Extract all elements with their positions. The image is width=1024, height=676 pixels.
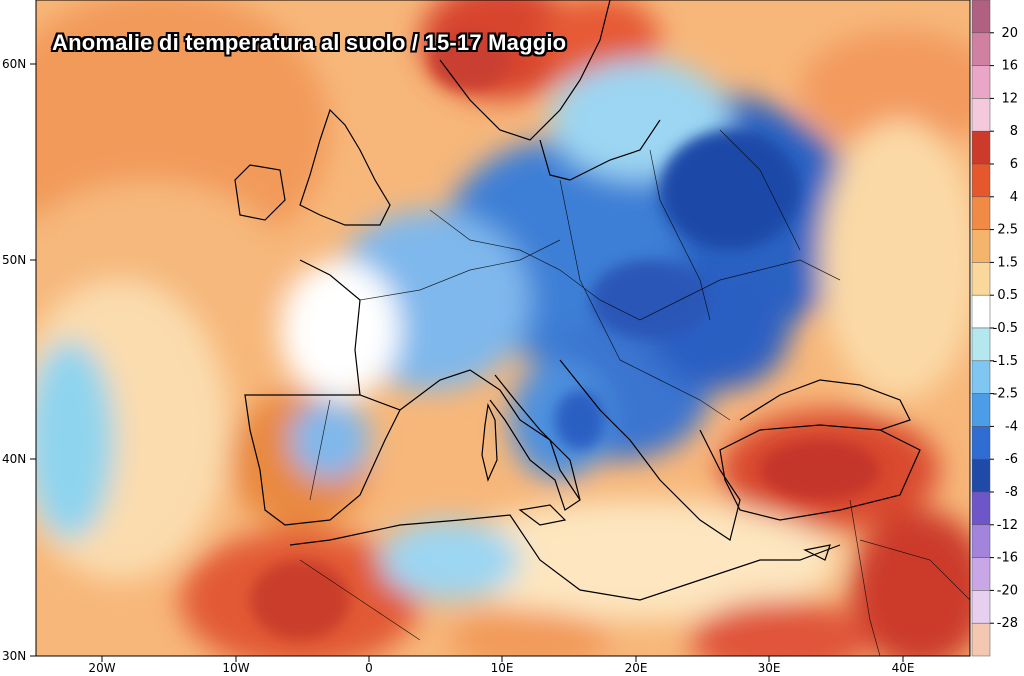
lon-label-0: 0 bbox=[365, 661, 373, 675]
colorbar-label: 20 bbox=[1001, 26, 1018, 41]
colorbar-swatch bbox=[971, 65, 991, 99]
colorbar-label: 6 bbox=[1010, 157, 1018, 172]
colorbar-swatch bbox=[971, 393, 991, 427]
colorbar-swatch bbox=[971, 590, 991, 624]
lon-label-10e: 10E bbox=[490, 661, 514, 675]
colorbar-swatch bbox=[971, 294, 991, 329]
lon-label-20e: 20E bbox=[624, 661, 648, 675]
colorbar-swatch bbox=[971, 557, 991, 591]
colorbar-label: -2.5 bbox=[993, 387, 1018, 402]
colorbar-label: -20 bbox=[997, 583, 1018, 598]
lon-label-40e: 40E bbox=[891, 661, 915, 675]
lon-label-30e: 30E bbox=[757, 661, 781, 675]
colorbar-swatch bbox=[971, 229, 991, 263]
lon-label-20w: 20W bbox=[88, 661, 116, 675]
axis-ticks bbox=[30, 63, 904, 662]
colorbar-swatch bbox=[971, 327, 991, 362]
colorbar-label: 8 bbox=[1010, 124, 1018, 139]
colorbar-label: -8 bbox=[1005, 485, 1018, 500]
lat-label-40n: 40N bbox=[2, 452, 27, 466]
lat-label-60n: 60N bbox=[2, 57, 27, 71]
colorbar-swatch bbox=[971, 0, 991, 34]
colorbar: 20 16 12 8 6 4 2.5 1.5 0.5 -0.5 -1.5 -2.5 -4 -6 -8 -12 -… bbox=[971, 0, 1018, 657]
colorbar-swatch bbox=[971, 491, 991, 526]
colorbar-label: -4 bbox=[1005, 419, 1018, 434]
country-borders bbox=[299, 129, 970, 656]
colorbar-swatch bbox=[971, 360, 991, 394]
colorbar-swatch bbox=[971, 426, 991, 460]
colorbar-swatch bbox=[971, 196, 991, 230]
colorbar-swatch bbox=[971, 458, 991, 493]
map-frame bbox=[35, 0, 971, 657]
colorbar-label: 0.5 bbox=[997, 288, 1018, 303]
colorbar-label: -0.5 bbox=[993, 321, 1018, 336]
colorbar-label: -1.5 bbox=[993, 354, 1018, 369]
lat-label-30n: 30N bbox=[2, 649, 27, 663]
colorbar-label: 2.5 bbox=[997, 223, 1018, 238]
colorbar-label: 1.5 bbox=[997, 255, 1018, 270]
colorbar-label: -16 bbox=[997, 551, 1018, 566]
colorbar-swatch bbox=[971, 130, 991, 165]
colorbar-swatch bbox=[971, 163, 991, 198]
colorbar-swatch bbox=[971, 622, 991, 657]
colorbar-swatch bbox=[971, 32, 991, 66]
temperature-anomaly-field bbox=[36, 0, 970, 656]
colorbar-label: 12 bbox=[1001, 91, 1018, 106]
lat-label-50n: 50N bbox=[2, 253, 27, 267]
colorbar-label: -6 bbox=[1005, 452, 1018, 467]
colorbar-swatch bbox=[971, 98, 991, 132]
colorbar-swatch bbox=[971, 262, 991, 296]
coastlines bbox=[234, 0, 921, 601]
map-title: Anomalie di temperatura al suolo / 15-17… bbox=[52, 30, 567, 55]
colorbar-swatch bbox=[971, 524, 991, 558]
colorbar-label: -28 bbox=[997, 616, 1018, 631]
colorbar-label: 4 bbox=[1010, 190, 1018, 205]
lon-label-10w: 10W bbox=[222, 661, 250, 675]
colorbar-label: -12 bbox=[997, 518, 1018, 533]
colorbar-label: 16 bbox=[1001, 59, 1018, 74]
